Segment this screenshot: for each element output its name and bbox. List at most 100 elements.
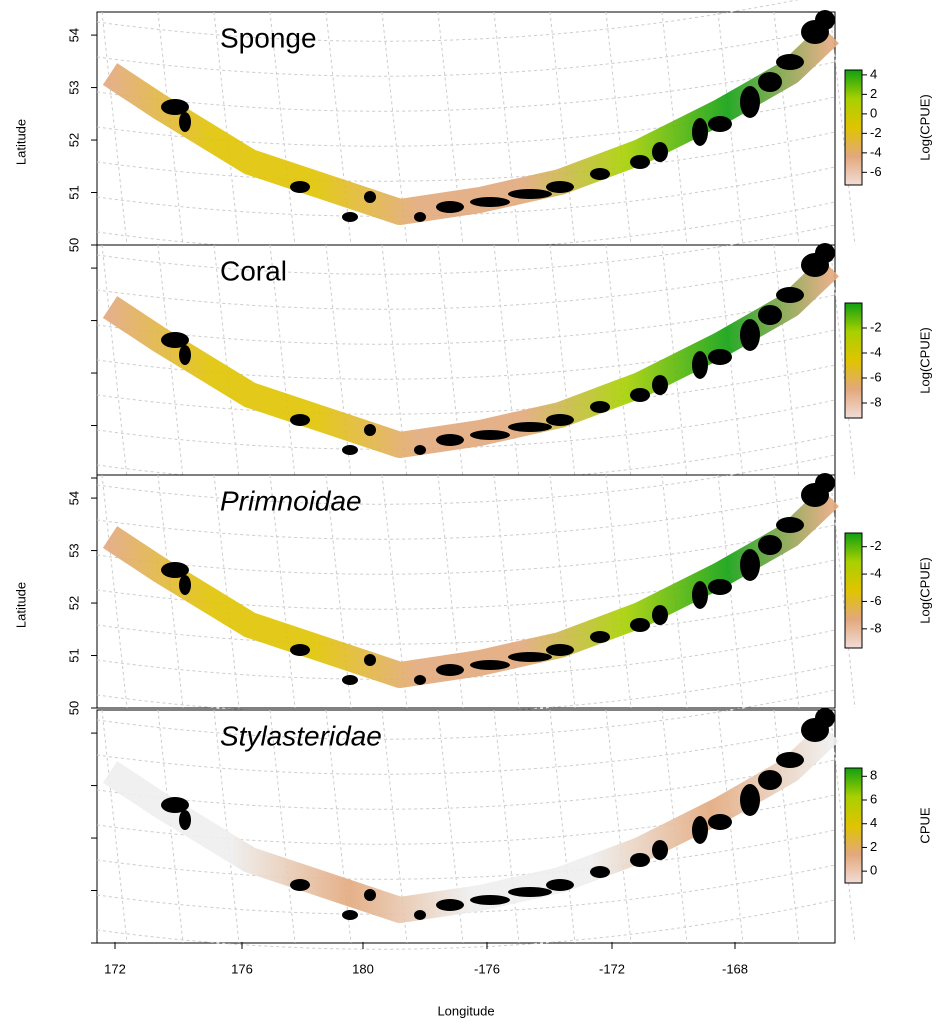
land bbox=[470, 430, 510, 440]
land bbox=[161, 797, 189, 813]
land bbox=[342, 212, 358, 222]
land bbox=[364, 889, 376, 901]
colorbar-tick-label: 4 bbox=[870, 815, 877, 830]
y-tick-label: 54 bbox=[66, 28, 81, 42]
land bbox=[652, 142, 668, 162]
land bbox=[436, 201, 464, 213]
colorbar-tick-label: 2 bbox=[870, 86, 877, 101]
land bbox=[630, 618, 650, 632]
land bbox=[364, 424, 376, 436]
colorbar bbox=[844, 532, 863, 649]
land bbox=[414, 212, 426, 222]
colorbar-title: Log(CPUE) bbox=[917, 557, 932, 623]
y-tick-label: 51 bbox=[66, 185, 81, 199]
colorbar-title: Log(CPUE) bbox=[917, 327, 932, 393]
land bbox=[740, 549, 760, 581]
land bbox=[708, 116, 732, 132]
land bbox=[436, 899, 464, 911]
colorbar-tick-label: -6 bbox=[870, 593, 882, 608]
y-tick-label: 54 bbox=[66, 491, 81, 505]
land bbox=[758, 770, 782, 790]
map-panel bbox=[96, 224, 856, 485]
map-panel bbox=[96, 689, 856, 950]
land bbox=[414, 675, 426, 685]
land bbox=[161, 99, 189, 115]
colorbar-tick-label: 0 bbox=[870, 863, 877, 878]
land bbox=[508, 652, 552, 662]
land bbox=[740, 784, 760, 816]
land bbox=[179, 345, 191, 365]
colorbar-tick-label: -8 bbox=[870, 620, 882, 635]
colorbar-title: CPUE bbox=[917, 807, 932, 843]
land bbox=[815, 473, 835, 493]
land bbox=[546, 414, 574, 426]
panel-title: Primnoidae bbox=[220, 485, 362, 516]
x-tick-label: 176 bbox=[231, 961, 253, 976]
land bbox=[290, 644, 310, 656]
land bbox=[590, 631, 610, 643]
land bbox=[776, 752, 804, 768]
y-axis-title: Latitude bbox=[13, 582, 28, 628]
map-panel bbox=[96, 454, 856, 715]
land bbox=[290, 181, 310, 193]
land bbox=[342, 675, 358, 685]
colorbar-tick-label: -2 bbox=[870, 319, 882, 334]
land bbox=[161, 562, 189, 578]
y-tick-label: 53 bbox=[66, 80, 81, 94]
land bbox=[590, 401, 610, 413]
land bbox=[342, 910, 358, 920]
y-axis-title: Latitude bbox=[13, 119, 28, 165]
land bbox=[692, 581, 708, 609]
land bbox=[630, 853, 650, 867]
panel-title: Sponge bbox=[220, 22, 317, 53]
colorbar-tick-label: -4 bbox=[870, 566, 882, 581]
land bbox=[508, 887, 552, 897]
land bbox=[708, 579, 732, 595]
colorbar-tick-label: 0 bbox=[870, 105, 877, 120]
land bbox=[758, 305, 782, 325]
land bbox=[414, 445, 426, 455]
land bbox=[436, 434, 464, 446]
colorbar-tick-label: -8 bbox=[870, 394, 882, 409]
colorbar-tick-label: -6 bbox=[870, 164, 882, 179]
land bbox=[179, 810, 191, 830]
land bbox=[692, 351, 708, 379]
land bbox=[414, 910, 426, 920]
land bbox=[776, 517, 804, 533]
x-tick-label: -176 bbox=[474, 961, 500, 976]
land bbox=[776, 287, 804, 303]
y-tick-label: 50 bbox=[66, 238, 81, 252]
y-tick-label: 52 bbox=[66, 133, 81, 147]
land bbox=[161, 332, 189, 348]
land bbox=[470, 197, 510, 207]
land bbox=[470, 660, 510, 670]
colorbar-title: Log(CPUE) bbox=[917, 94, 932, 160]
colorbar-tick-label: -2 bbox=[870, 538, 882, 553]
y-tick-label: 50 bbox=[66, 701, 81, 715]
land bbox=[708, 349, 732, 365]
land bbox=[758, 535, 782, 555]
land bbox=[364, 191, 376, 203]
x-tick-label: 172 bbox=[104, 961, 126, 976]
land bbox=[508, 189, 552, 199]
land bbox=[740, 86, 760, 118]
x-axis-title: Longitude bbox=[437, 1003, 494, 1018]
land bbox=[179, 112, 191, 132]
land bbox=[652, 605, 668, 625]
land bbox=[546, 181, 574, 193]
map-panel bbox=[96, 0, 856, 252]
colorbar-tick-label: -4 bbox=[870, 144, 882, 159]
land bbox=[815, 708, 835, 728]
colorbar bbox=[844, 69, 863, 186]
x-tick-label: -168 bbox=[722, 961, 748, 976]
land bbox=[708, 814, 732, 830]
land bbox=[290, 414, 310, 426]
land bbox=[815, 10, 835, 30]
land bbox=[364, 654, 376, 666]
y-tick-label: 52 bbox=[66, 596, 81, 610]
land bbox=[692, 118, 708, 146]
colorbar bbox=[844, 767, 863, 884]
land bbox=[546, 879, 574, 891]
land bbox=[630, 388, 650, 402]
